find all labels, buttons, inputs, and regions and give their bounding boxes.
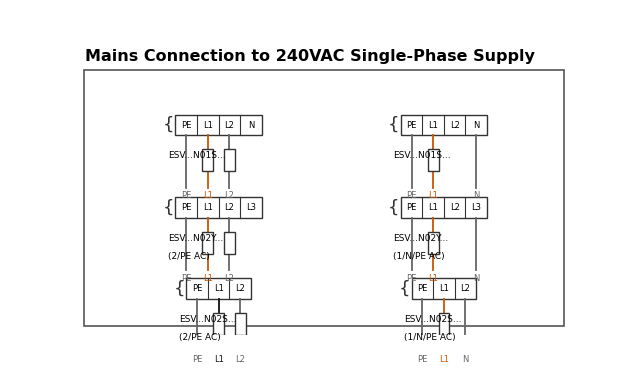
- Text: L1: L1: [428, 121, 438, 129]
- Text: {: {: [163, 116, 174, 134]
- Bar: [428, 232, 439, 253]
- Text: PE: PE: [181, 121, 191, 129]
- Bar: [224, 149, 234, 171]
- Bar: [411, 278, 477, 299]
- Text: N: N: [473, 121, 480, 129]
- Text: L1: L1: [428, 274, 438, 282]
- Bar: [202, 149, 213, 171]
- Text: {: {: [388, 199, 399, 217]
- Bar: [202, 232, 213, 253]
- Text: L1: L1: [203, 191, 213, 200]
- Text: PE: PE: [406, 121, 416, 129]
- Bar: [176, 197, 262, 218]
- Text: L2: L2: [224, 203, 234, 212]
- Text: L3: L3: [471, 203, 481, 212]
- Text: ESV...N02Y...: ESV...N02Y...: [394, 234, 449, 243]
- Text: PE: PE: [417, 284, 427, 293]
- Text: PE: PE: [406, 191, 416, 200]
- Text: L2: L2: [450, 121, 459, 129]
- Text: {: {: [388, 116, 399, 134]
- Text: (1/N/PE AC): (1/N/PE AC): [394, 252, 445, 261]
- Text: PE: PE: [181, 274, 191, 282]
- Text: PE: PE: [192, 355, 202, 364]
- Bar: [234, 313, 245, 335]
- Text: PE: PE: [417, 355, 427, 364]
- Text: (2/PE AC): (2/PE AC): [168, 252, 210, 261]
- Text: PE: PE: [192, 284, 202, 293]
- Text: L2: L2: [450, 203, 459, 212]
- Text: L2: L2: [461, 284, 470, 293]
- Text: L1: L1: [203, 121, 213, 129]
- Text: ESV...N01S...: ESV...N01S...: [394, 152, 451, 161]
- Text: L2: L2: [235, 355, 245, 364]
- Text: N: N: [473, 191, 480, 200]
- Text: L2: L2: [235, 284, 245, 293]
- Bar: [84, 70, 564, 326]
- Text: PE: PE: [181, 203, 191, 212]
- Text: L2: L2: [224, 274, 234, 282]
- Text: PE: PE: [181, 191, 191, 200]
- Text: L1: L1: [214, 284, 224, 293]
- Text: {: {: [174, 280, 185, 298]
- Text: L1: L1: [428, 203, 438, 212]
- Text: PE: PE: [406, 203, 416, 212]
- Text: L1: L1: [439, 355, 449, 364]
- Text: ESV...N02Y...: ESV...N02Y...: [168, 234, 223, 243]
- Text: (2/PE AC): (2/PE AC): [179, 333, 221, 342]
- Text: L2: L2: [224, 121, 234, 129]
- Bar: [401, 115, 487, 135]
- Text: (1/N/PE AC): (1/N/PE AC): [404, 333, 456, 342]
- Text: PE: PE: [406, 274, 416, 282]
- Text: L1: L1: [203, 274, 213, 282]
- Text: ESV...N02S...: ESV...N02S...: [179, 315, 236, 324]
- Text: {: {: [399, 280, 410, 298]
- Text: ESV...N02S...: ESV...N02S...: [404, 315, 462, 324]
- Text: L1: L1: [214, 355, 224, 364]
- Bar: [186, 278, 251, 299]
- Text: L1: L1: [428, 191, 438, 200]
- Bar: [224, 232, 234, 253]
- Text: N: N: [462, 355, 469, 364]
- Bar: [213, 313, 224, 335]
- Text: L2: L2: [224, 191, 234, 200]
- Text: L3: L3: [246, 203, 256, 212]
- Text: N: N: [473, 274, 480, 282]
- Text: ESV...N01S...: ESV...N01S...: [168, 152, 226, 161]
- Bar: [439, 313, 449, 335]
- Text: Mains Connection to 240VAC Single-Phase Supply: Mains Connection to 240VAC Single-Phase …: [85, 50, 535, 64]
- Bar: [176, 115, 262, 135]
- Text: L1: L1: [439, 284, 449, 293]
- Text: N: N: [248, 121, 254, 129]
- Bar: [428, 149, 439, 171]
- Text: L1: L1: [203, 203, 213, 212]
- Text: {: {: [163, 199, 174, 217]
- Bar: [401, 197, 487, 218]
